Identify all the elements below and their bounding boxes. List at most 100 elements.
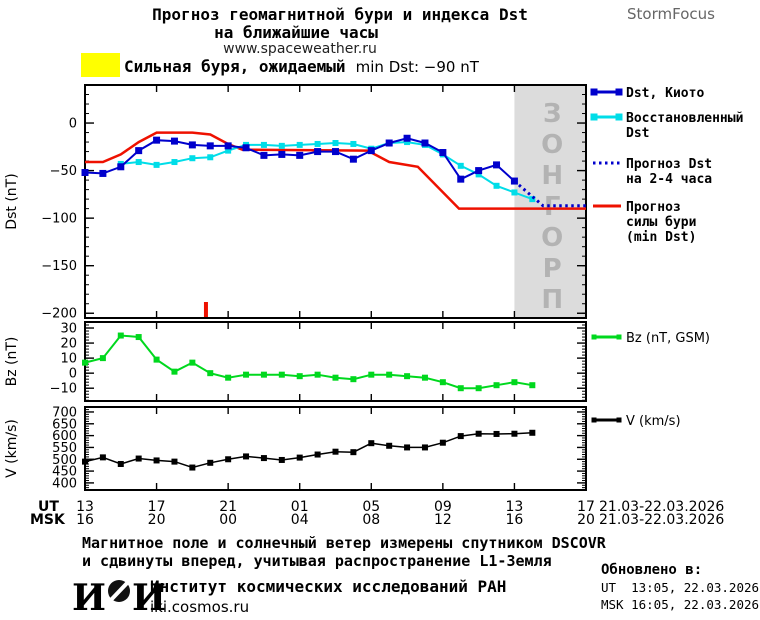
forecast-region-label: Н (541, 161, 563, 191)
forecast-region-label: Р (543, 254, 562, 284)
dst-kyoto-marker (385, 139, 393, 147)
bz-gsm-marker (243, 371, 250, 378)
bz-axis-title: Bz (nT) (4, 337, 20, 387)
dst-kyoto-marker (457, 175, 465, 183)
footer-note-line2: и сдвинуты вперед, учитывая распростране… (82, 552, 552, 570)
dst-kyoto-marker (242, 144, 250, 152)
y-tick-label: 30 (60, 322, 77, 337)
bz-gsm-marker (153, 356, 160, 363)
dst-restored-marker (260, 141, 267, 148)
dst-restored-marker (135, 159, 142, 166)
dst-restored-marker (278, 142, 285, 149)
legend-label: (min Dst) (626, 230, 696, 245)
solar-wind-speed-marker (135, 455, 142, 462)
solar-wind-speed-marker (225, 456, 232, 463)
legend-label: Dst (626, 126, 649, 141)
institute-name: Институт космических исследований РАН (150, 577, 507, 596)
y-tick-label: 10 (60, 352, 77, 367)
solar-wind-speed-marker (493, 430, 500, 437)
msk-tick-label: 16 (76, 512, 94, 528)
legend-sample-marker (591, 417, 597, 423)
spaceweather-link[interactable]: www.spaceweather.ru (223, 41, 377, 57)
ut-tick-label: 17 (148, 499, 166, 515)
bz-gsm-marker (493, 382, 500, 389)
bz-gsm-marker (82, 359, 88, 366)
bz-gsm-marker (404, 373, 411, 380)
updated-time-ut: UT 13:05, 22.03.2026 (601, 580, 760, 595)
dst-kyoto-marker (153, 136, 161, 144)
forecast-region-label: З (543, 99, 561, 129)
bz-gsm-marker (225, 374, 232, 381)
iki-logo-letter-left: И (72, 577, 106, 619)
dst-restored-marker (225, 147, 232, 154)
bz-gsm-marker (117, 332, 124, 339)
alert-min-dst-value: min Dst: −90 nT (355, 58, 479, 76)
bz-gsm-marker (171, 368, 178, 375)
y-tick-label: 20 (60, 337, 77, 352)
solar-wind-speed-marker (207, 459, 214, 466)
dst-restored-marker (189, 155, 196, 162)
dst-kyoto-marker (224, 142, 232, 150)
forecast-region-label: О (541, 130, 563, 160)
dst-kyoto-marker (260, 151, 268, 159)
dst-kyoto-marker (493, 161, 501, 169)
footer-note-line1: Магнитное поле и солнечный ветер измерен… (82, 534, 606, 552)
legend-label: Dst, Киото (626, 86, 704, 101)
iki-logo-letter-right: И (132, 577, 166, 619)
storm-strength-forecast-line (85, 131, 586, 210)
dst-kyoto-marker (278, 150, 286, 158)
bz-gsm-marker (314, 371, 321, 378)
legend-sample-marker (616, 334, 622, 340)
dst-restored-marker (153, 161, 160, 168)
legend-sample-marker (615, 113, 623, 121)
y-tick-label: 700 (52, 405, 77, 420)
msk-tick-label: 16 (506, 512, 524, 528)
legend-sample-marker (616, 417, 622, 423)
msk-tick-label: 20 (148, 512, 166, 528)
dst-restored-marker (457, 162, 464, 169)
y-tick-label: −100 (41, 212, 77, 227)
bz-gsm-marker (99, 355, 106, 362)
msk-tick-label: 20 (577, 512, 595, 528)
storm-alert: Сильная буря, ожидаемый min Dst: −90 nT (124, 57, 479, 76)
dst-kyoto-marker (135, 147, 143, 155)
bz-gsm-marker (457, 385, 464, 392)
legend-sample-marker (615, 88, 623, 96)
dst-restored-marker (296, 141, 303, 148)
bz-gsm-marker (278, 371, 285, 378)
dst-restored-marker (529, 196, 536, 203)
forecast-region-label: О (541, 223, 563, 253)
dst-kyoto-marker (421, 139, 429, 147)
solar-wind-speed-line (84, 432, 533, 469)
ut-tick-label: 09 (434, 499, 452, 515)
dst-kyoto-marker (510, 177, 518, 185)
msk-tick-label: 08 (362, 512, 380, 528)
legend-label: V (km/s) (626, 414, 681, 429)
dst-forecast-2-4h-line (513, 179, 586, 208)
bz-gsm-marker (475, 385, 482, 392)
page-title: Прогноз геомагнитной бури и индекса Dst (152, 5, 528, 24)
solar-wind-speed-marker (314, 451, 321, 458)
iki-site-link[interactable]: iki.cosmos.ru (150, 598, 250, 616)
bz-gsm-marker (368, 371, 375, 378)
dst-restored-marker (171, 159, 178, 166)
dst-kyoto-marker (403, 134, 411, 142)
dst-kyoto-marker (81, 168, 89, 176)
page-subtitle: на ближайшие часы (214, 23, 378, 42)
solar-wind-speed-marker (421, 444, 428, 451)
y-tick-label: −200 (41, 307, 77, 322)
ut-tick-label: 13 (76, 499, 94, 515)
solar-wind-speed-marker (99, 454, 106, 461)
dst-kyoto-marker (367, 147, 375, 155)
y-tick-label: −50 (50, 164, 77, 179)
brand-label: StormFocus (627, 5, 715, 23)
satellite-dish-icon (107, 579, 131, 604)
legend-label: Bz (nT, GSM) (626, 331, 710, 346)
solar-wind-speed-marker (332, 448, 339, 455)
solar-wind-speed-marker (82, 458, 88, 465)
dst-kyoto-marker (206, 142, 214, 150)
y-tick-label: 450 (52, 465, 77, 480)
bz-gsm-marker (296, 373, 303, 380)
dst-restored-marker (207, 154, 214, 161)
